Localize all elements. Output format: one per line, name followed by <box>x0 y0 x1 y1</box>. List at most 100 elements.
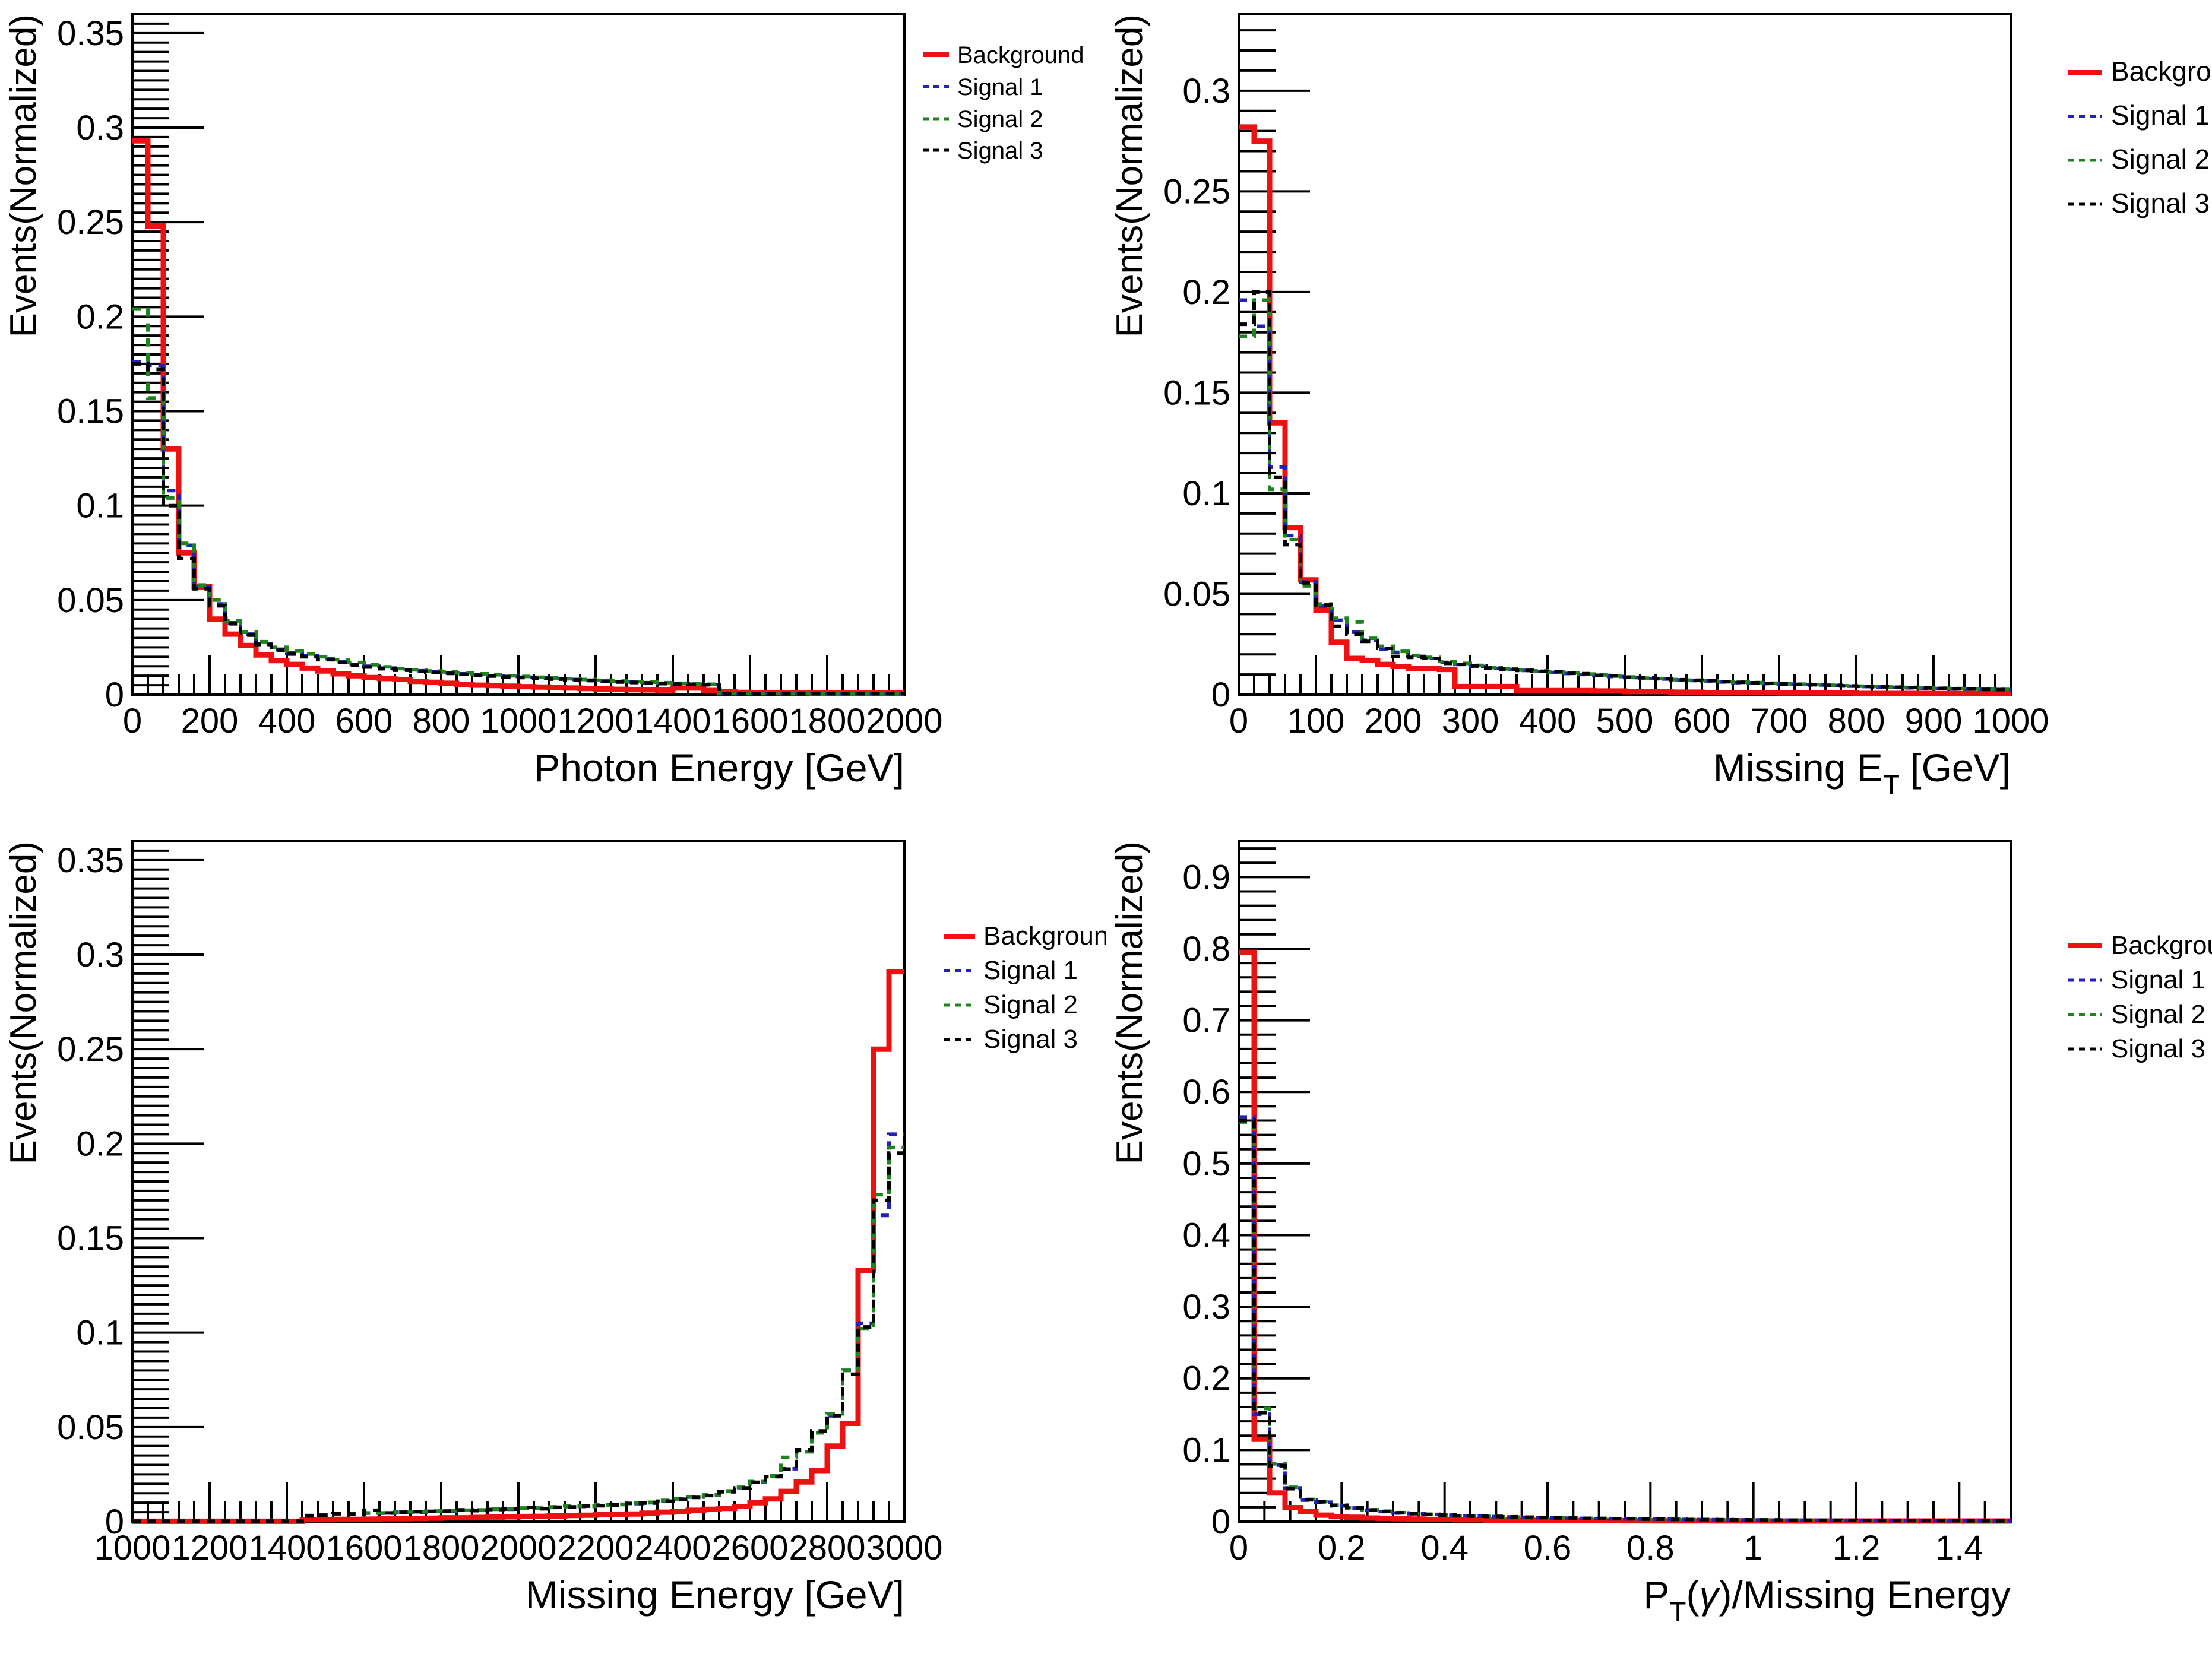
y-tick-label: 0 <box>105 1503 124 1541</box>
x-tick-label: 800 <box>1828 702 1885 740</box>
plot-pt-over-missing-energy: 0 0.2 0.4 0.6 0.8 1 1.2 1.4 0 0.1 0.2 0.3 0.4 0.5 0.6 0… <box>1106 827 2212 1654</box>
y-axis-title: Events(Normalized) <box>3 14 44 337</box>
series-signal-2 <box>132 307 904 696</box>
legend: Background Signal 1 Signal 2 Signal 3 <box>944 921 1106 1054</box>
legend-item-signal-3: Signal 3 <box>923 138 1043 164</box>
legend-item-signal-2: Signal 2 <box>2068 144 2210 175</box>
plot-frame <box>1238 13 2012 696</box>
series-background <box>1239 124 2011 696</box>
legend-item-background: Background <box>944 921 1106 950</box>
x-tick-label: 400 <box>1519 702 1577 740</box>
series-signal-2 <box>132 1145 904 1523</box>
x-tick-label: 1000 <box>480 702 556 740</box>
legend-label: Signal 1 <box>957 74 1043 100</box>
x-tick-label: 600 <box>1673 702 1731 740</box>
series-signal-2 <box>1239 1120 2011 1523</box>
x-tick-label: 0.6 <box>1524 1529 1572 1567</box>
legend-label: Background <box>957 42 1084 68</box>
x-tick-label: 900 <box>1905 702 1963 740</box>
y-tick-label: 0.1 <box>1182 474 1230 513</box>
y-tick-label: 0.3 <box>1182 1288 1230 1326</box>
x-axis-title: Missing ET [GeV] <box>1713 746 2011 800</box>
series-signal-3 <box>1239 290 2011 692</box>
y-tick-label: 0.2 <box>1182 273 1230 312</box>
plot-photon-energy: 0 200 400 600 800 1000 1200 1400 1600 1800 2000 0 0.… <box>0 0 1106 827</box>
x-tick-label: 1 <box>1744 1529 1763 1567</box>
y-tick-label: 0.05 <box>57 581 124 620</box>
series-background <box>132 969 904 1524</box>
legend-item-background: Background <box>2068 931 2212 960</box>
x-tick-label: 0.4 <box>1420 1529 1469 1567</box>
legend-label: Background <box>2111 931 2212 960</box>
axis-ticks <box>1238 29 2012 696</box>
y-tick-label: 0.3 <box>76 109 124 147</box>
y-axis-title: Events(Normalized) <box>1109 14 1150 337</box>
x-tick-label: 1200 <box>171 1529 248 1567</box>
x-tick-label: 1800 <box>403 1529 479 1567</box>
x-tick-label: 1200 <box>557 702 634 740</box>
y-tick-label: 0.3 <box>76 936 124 974</box>
series-signal-1 <box>1239 298 2011 692</box>
x-tick-label: 2400 <box>634 1529 711 1567</box>
legend-item-signal-3: Signal 3 <box>944 1025 1078 1054</box>
legend-item-signal-2: Signal 2 <box>2068 1000 2205 1029</box>
x-tick-label: 2000 <box>480 1529 556 1567</box>
y-tick-label: 0.8 <box>1182 930 1230 968</box>
x-tick-label: 1.4 <box>1935 1529 1983 1567</box>
x-tick-label: 800 <box>413 702 470 740</box>
y-tick-label: 0.35 <box>57 14 124 53</box>
legend-label: Signal 2 <box>983 990 1078 1019</box>
legend-label: Signal 3 <box>983 1025 1078 1054</box>
chart-svg: 0 0.2 0.4 0.6 0.8 1 1.2 1.4 0 0.1 0.2 0.3 0.4 0.5 0.6 0… <box>1109 840 2212 1627</box>
y-tick-label: 0.6 <box>1182 1073 1230 1111</box>
series-signal-3 <box>1239 1118 2011 1523</box>
legend-label: Signal 3 <box>2111 188 2210 218</box>
x-tick-label: 1800 <box>789 702 865 740</box>
legend: Background Signal 1 Signal 2 Signal 3 <box>2068 931 2212 1063</box>
x-tick-label: 2800 <box>789 1529 865 1567</box>
legend-item-signal-1: Signal 1 <box>2068 965 2205 994</box>
legend-item-signal-3: Signal 3 <box>2068 1034 2205 1063</box>
y-tick-label: 0.3 <box>1182 72 1230 110</box>
y-tick-label: 0.15 <box>57 392 124 431</box>
legend-label: Signal 1 <box>983 956 1078 985</box>
y-tick-label: 0.25 <box>57 1030 124 1069</box>
x-tick-label: 1000 <box>1972 702 2049 740</box>
x-tick-label: 100 <box>1287 702 1345 740</box>
legend: Background Signal 1 Signal 2 Signal 3 <box>2068 56 2212 218</box>
x-tick-label: 0 <box>123 702 142 740</box>
legend: Background Signal 1 Signal 2 Signal 3 <box>923 42 1084 164</box>
legend-item-background: Background <box>923 42 1084 68</box>
x-tick-label: 600 <box>336 702 393 740</box>
plot-frame <box>1238 840 2012 1523</box>
chart-svg: 0 100 200 300 400 500 600 700 800 900 1000 0 0.05 0.1… <box>1109 13 2212 800</box>
legend-label: Signal 3 <box>957 138 1043 164</box>
x-tick-label: 200 <box>181 702 239 740</box>
legend-item-signal-1: Signal 1 <box>2068 100 2210 131</box>
x-tick-label: 2600 <box>711 1529 788 1567</box>
legend-label: Signal 3 <box>2111 1034 2205 1063</box>
x-tick-label: 400 <box>258 702 316 740</box>
legend-label: Signal 2 <box>2111 1000 2205 1029</box>
x-axis-title: Photon Energy [GeV] <box>534 746 904 790</box>
y-tick-label: 0.05 <box>57 1408 124 1447</box>
legend-label: Background <box>983 921 1106 950</box>
series-signal-2 <box>1239 298 2011 692</box>
series-signal-1 <box>1239 1115 2011 1523</box>
legend-item-signal-1: Signal 1 <box>944 956 1078 985</box>
legend-item-background: Background <box>2068 56 2212 87</box>
x-tick-label: 1600 <box>325 1529 402 1567</box>
legend-label: Signal 2 <box>957 106 1043 132</box>
x-tick-label: 0 <box>1229 1529 1248 1567</box>
y-tick-label: 0.4 <box>1182 1216 1230 1254</box>
legend-label: Signal 1 <box>2111 100 2210 131</box>
plot-frame <box>131 840 906 1523</box>
y-axis-title: Events(Normalized) <box>3 841 44 1164</box>
y-tick-label: 0.7 <box>1182 1002 1230 1040</box>
x-tick-label: 1000 <box>94 1529 170 1567</box>
plot-missing-et: 0 100 200 300 400 500 600 700 800 900 1000 0 0.05 0.1… <box>1106 0 2212 827</box>
x-tick-label: 2200 <box>557 1529 634 1567</box>
legend-label: Signal 1 <box>2111 965 2205 994</box>
x-tick-label: 1400 <box>248 1529 325 1567</box>
x-tick-label: 200 <box>1365 702 1422 740</box>
